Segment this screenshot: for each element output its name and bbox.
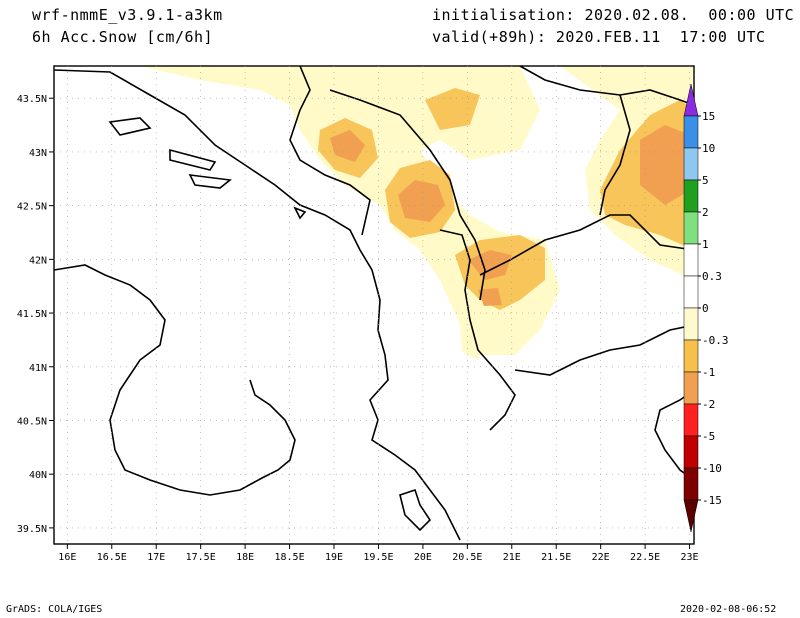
lat-tick-label: 43.5N <box>17 94 47 105</box>
colorbar-segment <box>683 371 699 405</box>
colorbar-bottom-arrow <box>683 499 699 533</box>
colorbar-label: -10 <box>702 462 722 475</box>
lat-tick-label: 40N <box>29 470 47 481</box>
lon-tick-label: 21.5E <box>541 552 571 563</box>
greece-coast <box>654 389 694 481</box>
lon-tick-label: 19E <box>325 552 343 563</box>
corfu-island <box>399 488 432 532</box>
dalmatian-island-2 <box>169 148 217 171</box>
colorbar-label: 15 <box>702 110 715 123</box>
variable-title: 6h Acc.Snow [cm/6h] <box>32 28 214 46</box>
colorbar-segment <box>683 435 699 469</box>
latitude-axis: 43.5N 43N 42.5N 42N 41.5N 41N 40.5N 40N 39.5N <box>17 94 54 535</box>
model-title: wrf-nmmE_v3.9.1-a3km <box>32 6 223 24</box>
colorbar-segment <box>683 339 699 373</box>
dalmatian-island-3 <box>188 174 232 189</box>
lon-tick-label: 22E <box>592 552 610 563</box>
colorbar-segment <box>683 275 699 309</box>
lat-tick-label: 41.5N <box>17 309 47 320</box>
italy-coast <box>54 264 296 496</box>
longitude-axis: 16E 16.5E 17E 17.5E 18E 18.5E 19E 19.5E 20E 20.5E… <box>58 544 699 563</box>
colorbar-label: -15 <box>702 494 722 507</box>
colorbar-label: 2 <box>702 206 709 219</box>
colorbar-segment <box>683 147 699 181</box>
initialisation-time: initialisation: 2020.02.08. 00:00 UTC <box>432 6 795 24</box>
valid-time: valid(+89h): 2020.FEB.11 17:00 UTC <box>432 28 766 46</box>
lon-tick-label: 18E <box>236 552 254 563</box>
colorbar-segment <box>683 211 699 245</box>
colorbar-label: 1 <box>702 238 709 251</box>
lat-tick-label: 39.5N <box>17 524 47 535</box>
lon-tick-label: 23E <box>681 552 699 563</box>
snow-light-south <box>460 320 480 360</box>
greece-north-border <box>514 324 694 376</box>
colorbar-label: 0 <box>702 302 709 315</box>
bulgaria-west-border <box>599 94 631 216</box>
colorbar-label: -1 <box>702 366 715 379</box>
snow-heavy-albania <box>398 180 445 222</box>
colorbar-label: 5 <box>702 174 709 187</box>
lon-tick-label: 18.5E <box>275 552 305 563</box>
croatia-bosnia-border <box>289 66 371 236</box>
dalmatian-island-4 <box>293 206 307 220</box>
software-credit: GrADS: COLA/IGES <box>6 604 103 615</box>
snow-light-north <box>140 66 560 355</box>
lon-tick-label: 21E <box>503 552 521 563</box>
coastlines-borders <box>54 66 694 541</box>
lat-tick-label: 43N <box>29 148 47 159</box>
snow-heavy-small <box>478 288 502 306</box>
colorbar-label: 10 <box>702 142 715 155</box>
lon-tick-label: 20E <box>414 552 432 563</box>
colorbar-label: 0.3 <box>702 270 722 283</box>
lat-tick-label: 40.5N <box>17 416 47 427</box>
lat-tick-label: 41N <box>29 363 47 374</box>
colorbar-label: -2 <box>702 398 715 411</box>
snow-heavy-bulgaria <box>640 125 690 205</box>
serbia-border <box>329 89 486 301</box>
colorbar-segment <box>683 307 699 341</box>
macedonia-east-border <box>479 214 694 276</box>
colorbar-segment <box>683 179 699 213</box>
colorbar-label: -5 <box>702 430 715 443</box>
lon-tick-label: 17.5E <box>186 552 216 563</box>
snow-field <box>54 66 694 541</box>
lon-tick-label: 16.5E <box>97 552 127 563</box>
lon-tick-label: 17E <box>147 552 165 563</box>
colorbar-segment <box>683 467 699 501</box>
albania-macedonia-border <box>439 229 516 431</box>
colorbar: 15 10 5 2 1 0.3 0 -0.3 -1 -2 -5 -10 -15 <box>683 83 729 533</box>
colorbar-label: -0.3 <box>702 334 729 347</box>
colorbar-segment <box>683 403 699 437</box>
lon-tick-label: 20.5E <box>452 552 482 563</box>
lat-tick-label: 42.5N <box>17 202 47 213</box>
snow-heavy-macedonia <box>468 250 512 280</box>
lat-tick-label: 42N <box>29 255 47 266</box>
lon-tick-label: 22.5E <box>630 552 660 563</box>
colorbar-segment <box>683 115 699 149</box>
dalmatian-island-1 <box>108 117 152 136</box>
lon-tick-label: 16E <box>58 552 76 563</box>
snow-heavy-montenegro <box>330 130 365 162</box>
render-timestamp: 2020-02-08-06:52 <box>680 604 777 615</box>
colorbar-segment <box>683 243 699 277</box>
lon-tick-label: 19.5E <box>363 552 393 563</box>
adriatic-coast-north <box>54 69 461 541</box>
